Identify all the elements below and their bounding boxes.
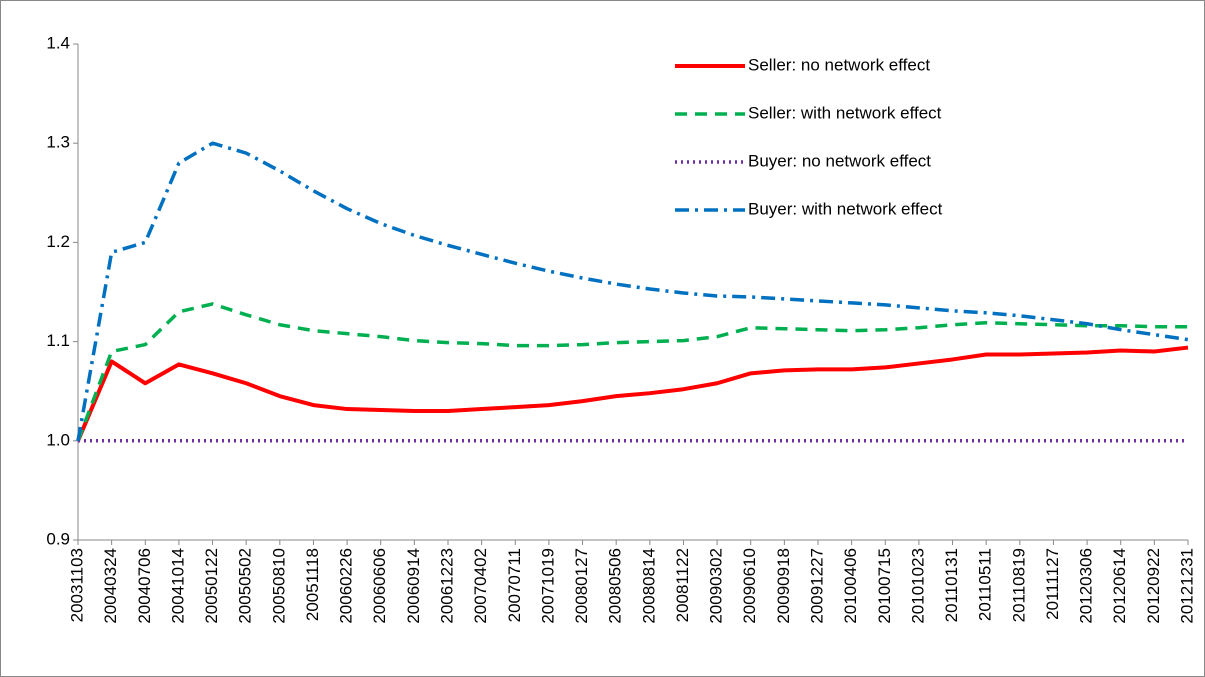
- series-line: [76, 302, 1188, 442]
- x-tick-label: 20090610: [740, 548, 759, 624]
- series-line: [76, 345, 1189, 442]
- x-tick-label: 20050810: [269, 548, 288, 624]
- x-tick-label: 20121231: [1177, 548, 1196, 624]
- x-tick-label: 20111127: [1043, 548, 1062, 620]
- x-tick-label: 20091227: [807, 548, 826, 624]
- y-tick-label: 0.9: [46, 529, 70, 548]
- x-tick-label: 20060914: [404, 548, 423, 624]
- legend-label: Buyer: no network effect: [748, 151, 931, 170]
- y-tick-label: 1.3: [46, 133, 70, 152]
- x-tick-label: 20031103: [67, 548, 86, 622]
- x-tick-label: 20051118: [303, 548, 322, 621]
- y-tick-label: 1.4: [46, 33, 70, 52]
- x-tick-label: 20100715: [875, 548, 894, 624]
- x-tick-label: 20040324: [101, 548, 120, 624]
- x-tick-label: 20050502: [236, 548, 255, 624]
- legend-label: Buyer: with network effect: [748, 199, 943, 218]
- legend-label: Seller: no network effect: [748, 55, 930, 74]
- x-tick-label: 20090302: [707, 548, 726, 624]
- x-tick-label: 20120306: [1077, 548, 1096, 624]
- series-line: [76, 141, 1189, 442]
- x-tick-label: 20101023: [908, 548, 927, 624]
- x-tick-label: 20110511: [976, 548, 995, 621]
- x-tick-label: 20110131: [942, 548, 961, 622]
- x-tick-label: 20081122: [673, 548, 692, 622]
- x-tick-label: 20060226: [337, 548, 356, 624]
- x-tick-label: 20071019: [538, 548, 557, 624]
- x-tick-label: 20110819: [1009, 548, 1028, 622]
- x-tick-label: 20061223: [437, 548, 456, 624]
- x-tick-label: 20080814: [639, 548, 658, 624]
- x-tick-label: 20120922: [1144, 548, 1163, 624]
- x-tick-label: 20080506: [606, 548, 625, 624]
- x-tick-label: 20050122: [202, 548, 221, 624]
- x-tick-label: 20080127: [572, 548, 591, 624]
- x-tick-label: 20060606: [370, 548, 389, 624]
- y-tick-label: 1.2: [46, 232, 70, 251]
- y-tick-label: 1.0: [46, 430, 70, 449]
- x-tick-label: 20090918: [774, 548, 793, 624]
- y-tick-label: 1.1: [46, 331, 70, 350]
- x-tick-label: 20100406: [841, 548, 860, 624]
- x-tick-label: 20120614: [1110, 548, 1129, 624]
- x-tick-label: 20040706: [135, 548, 154, 624]
- x-tick-label: 20070402: [471, 548, 490, 624]
- x-tick-label: 20070711: [505, 548, 524, 622]
- legend-label: Seller: with network effect: [748, 103, 942, 122]
- x-tick-label: 20041014: [168, 548, 187, 624]
